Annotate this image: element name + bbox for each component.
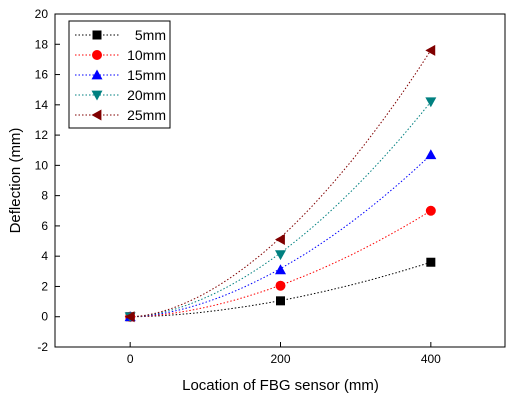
data-point-5mm <box>426 257 436 267</box>
data-point-25mm <box>275 234 285 246</box>
legend-label: 15mm <box>127 67 166 83</box>
y-axis-label: Deflection (mm) <box>7 128 24 234</box>
y-tick-label: 2 <box>41 279 48 293</box>
y-tick-label: -2 <box>37 340 48 354</box>
y-tick-label: 16 <box>35 68 49 82</box>
legend-marker <box>92 30 102 40</box>
data-point-5mm <box>276 296 285 306</box>
data-markers <box>124 44 437 323</box>
legend-marker <box>92 50 102 60</box>
y-tick-label: 0 <box>41 310 48 324</box>
legend: 5mm 10mm 15mm 20mm 25mm <box>68 20 171 129</box>
data-point-20mm <box>425 97 437 108</box>
y-tick-label: 10 <box>35 158 49 172</box>
legend-marker <box>91 90 103 101</box>
data-point-10mm <box>425 205 436 216</box>
y-tick-label: 8 <box>41 189 48 203</box>
legend-label: 5mm <box>135 27 166 43</box>
legend-label: 10mm <box>127 47 166 63</box>
x-tick-label: 400 <box>421 352 441 366</box>
legend-label: 25mm <box>127 107 166 123</box>
y-tick-label: 4 <box>41 249 48 263</box>
data-point-25mm <box>425 44 436 56</box>
fit-line-15mm <box>130 154 432 318</box>
x-tick-label: 200 <box>270 352 290 366</box>
x-axis-label: Location of FBG sensor (mm) <box>182 377 379 394</box>
fit-lines <box>130 50 432 318</box>
x-axis-ticks: 0 200 400 <box>127 342 441 366</box>
fit-line-25mm <box>130 50 432 318</box>
y-tick-label: 14 <box>35 98 49 112</box>
data-point-25mm <box>124 311 135 323</box>
y-tick-label: 20 <box>35 7 49 21</box>
y-tick-label: 18 <box>35 37 49 51</box>
data-point-15mm <box>425 149 437 160</box>
data-point-10mm <box>275 280 286 291</box>
y-tick-label: 12 <box>35 128 49 142</box>
y-tick-label: 6 <box>41 219 48 233</box>
legend-label: 20mm <box>127 87 166 103</box>
x-tick-label: 0 <box>127 352 134 366</box>
legend-marker <box>91 69 103 80</box>
data-point-15mm <box>275 264 286 275</box>
y-axis-ticks: -2 0 2 4 6 8 10 12 14 16 18 20 <box>35 7 60 354</box>
legend-marker <box>91 109 102 121</box>
data-point-20mm <box>275 250 286 261</box>
